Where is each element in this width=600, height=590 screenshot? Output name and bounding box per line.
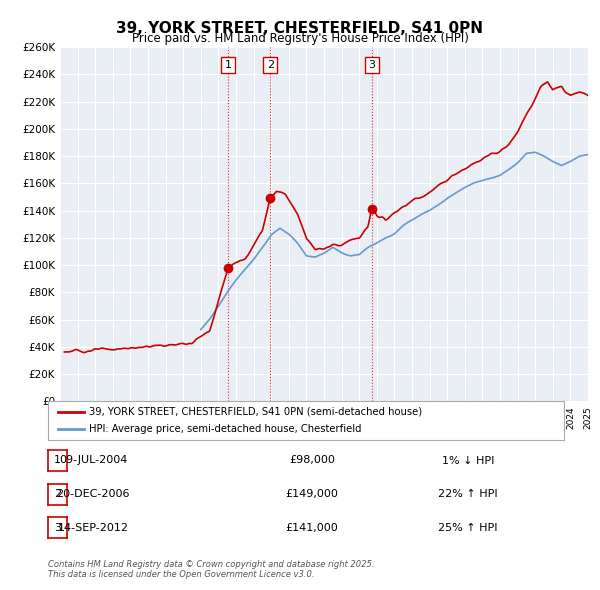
Text: 14-SEP-2012: 14-SEP-2012: [58, 523, 128, 533]
Text: 09-JUL-2004: 09-JUL-2004: [59, 455, 127, 466]
Text: £141,000: £141,000: [286, 523, 338, 533]
Text: 39, YORK STREET, CHESTERFIELD, S41 0PN (semi-detached house): 39, YORK STREET, CHESTERFIELD, S41 0PN (…: [89, 407, 422, 417]
Text: 22% ↑ HPI: 22% ↑ HPI: [438, 489, 498, 499]
Text: 39, YORK STREET, CHESTERFIELD, S41 0PN: 39, YORK STREET, CHESTERFIELD, S41 0PN: [116, 21, 484, 35]
Text: 2: 2: [54, 489, 61, 499]
Text: 25% ↑ HPI: 25% ↑ HPI: [438, 523, 498, 533]
Text: HPI: Average price, semi-detached house, Chesterfield: HPI: Average price, semi-detached house,…: [89, 424, 362, 434]
Text: £149,000: £149,000: [286, 489, 338, 499]
Text: 1% ↓ HPI: 1% ↓ HPI: [442, 455, 494, 466]
Text: 2: 2: [267, 60, 274, 70]
Text: 1: 1: [54, 455, 61, 466]
Text: £98,000: £98,000: [289, 455, 335, 466]
Text: 3: 3: [54, 523, 61, 533]
Text: 3: 3: [368, 60, 376, 70]
Text: Price paid vs. HM Land Registry's House Price Index (HPI): Price paid vs. HM Land Registry's House …: [131, 32, 469, 45]
Text: Contains HM Land Registry data © Crown copyright and database right 2025.
This d: Contains HM Land Registry data © Crown c…: [48, 560, 374, 579]
Text: 1: 1: [224, 60, 232, 70]
Text: 20-DEC-2006: 20-DEC-2006: [56, 489, 130, 499]
